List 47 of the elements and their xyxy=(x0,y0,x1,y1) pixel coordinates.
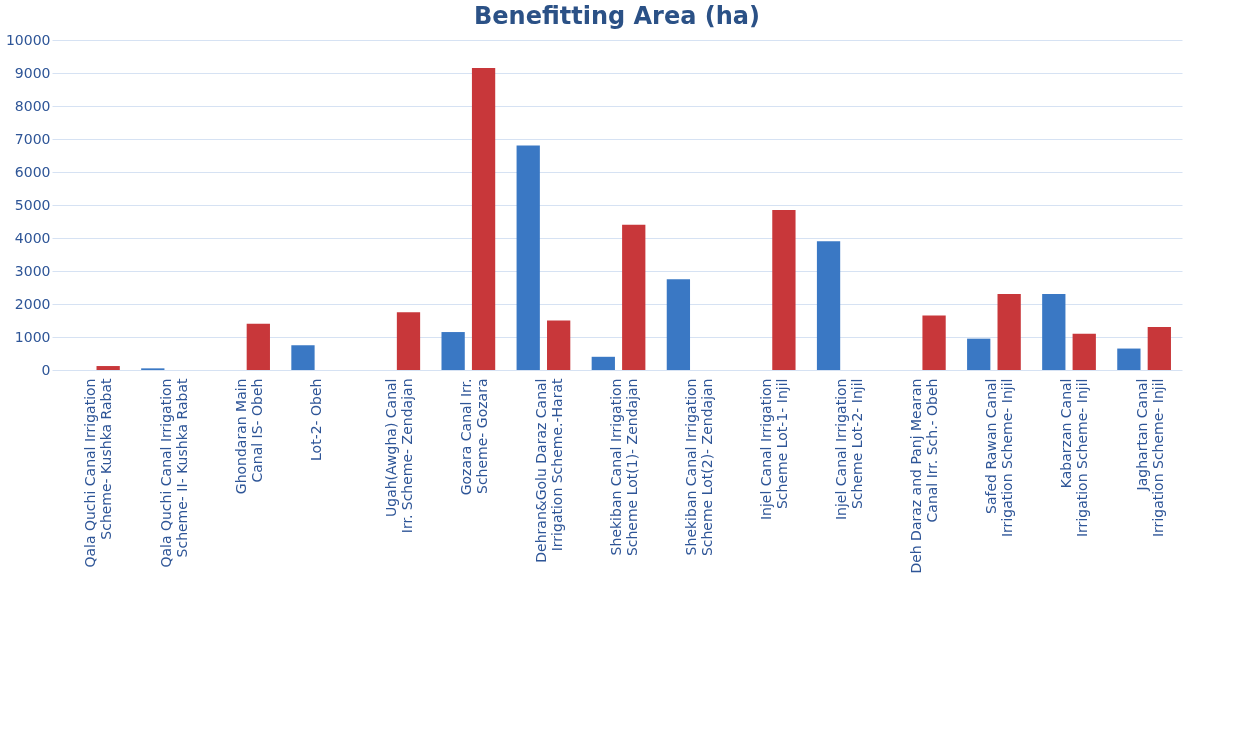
bar xyxy=(1117,348,1141,370)
y-tick-label: 10000 xyxy=(5,31,51,48)
y-tick-label: 0 xyxy=(41,361,51,378)
y-tick-label: 3000 xyxy=(14,262,51,279)
x-tick-label: Injel Canal Irrigation Scheme Lot-2- Injil xyxy=(833,378,866,521)
bar xyxy=(471,68,496,370)
y-tick-label: 5000 xyxy=(14,196,51,213)
bar xyxy=(922,315,946,370)
x-tick-label: Safed Rawan Canal Irrigation Scheme- Injil xyxy=(983,378,1016,538)
x-tick-label: Deh Daraz and Panj Mearan Canal Irr. Sch.- Obeh xyxy=(908,378,941,574)
bar xyxy=(396,312,421,370)
x-tick-label: Ghondaran Main Canal IS- Obeh xyxy=(232,378,265,495)
y-tick-label: 9000 xyxy=(14,64,51,81)
y-tick-label: 2000 xyxy=(14,295,51,312)
bar xyxy=(816,241,841,370)
bar xyxy=(1147,327,1171,370)
y-tick-label: 8000 xyxy=(14,97,51,114)
x-tick-label: Shekiban Canal Irrigation Scheme Lot(1)- Zendajan xyxy=(608,378,640,557)
bar xyxy=(547,320,571,370)
x-tick-label: Qala Quchi Canal Irrigation Scheme- II- Kushka Rabat xyxy=(157,377,190,568)
x-tick-label: Qala Quchi Canal Irrigation Scheme- Kushka Rabat xyxy=(82,378,115,568)
x-tick-label: Injel Canal Irrigation Scheme Lot-1- Injil xyxy=(758,378,791,521)
bar xyxy=(591,356,615,370)
bar xyxy=(516,145,540,370)
bar xyxy=(622,224,646,370)
x-tick-label: Gozara Canal Irr. Scheme- Gozara xyxy=(457,378,490,496)
y-tick-label: 4000 xyxy=(14,229,51,246)
bar xyxy=(441,332,465,370)
bar xyxy=(96,366,120,370)
bar xyxy=(291,345,315,370)
x-tick-label: Kabarzan Canal Irrigation Scheme- Injil xyxy=(1058,378,1091,538)
bar xyxy=(1072,333,1096,370)
x-tick-label: Ugah(Awgha) Canal Irr. Scheme- Zendajan xyxy=(382,378,415,534)
y-tick-label: 6000 xyxy=(14,163,51,180)
bar xyxy=(772,209,796,370)
bar xyxy=(1042,294,1066,370)
bar xyxy=(246,323,270,370)
y-tick-label: 7000 xyxy=(14,130,51,147)
x-tick-label: Dehran&Golu Daraz Canal Irrigation Scheme.-Harat xyxy=(532,378,565,563)
chart-title: Benefitting Area (ha) xyxy=(474,2,760,30)
bar xyxy=(967,338,991,370)
x-tick-label: Jaghartan Canal Irrigation Scheme- Injil xyxy=(1133,378,1166,538)
y-tick-label: 1000 xyxy=(14,328,51,345)
bar xyxy=(997,294,1021,370)
x-tick-label: Shekiban Canal Irrigation Scheme Lot(2)- Zendajan xyxy=(683,378,716,557)
bar xyxy=(666,279,691,370)
x-tick-label: Lot-2- Obeh xyxy=(307,378,324,461)
